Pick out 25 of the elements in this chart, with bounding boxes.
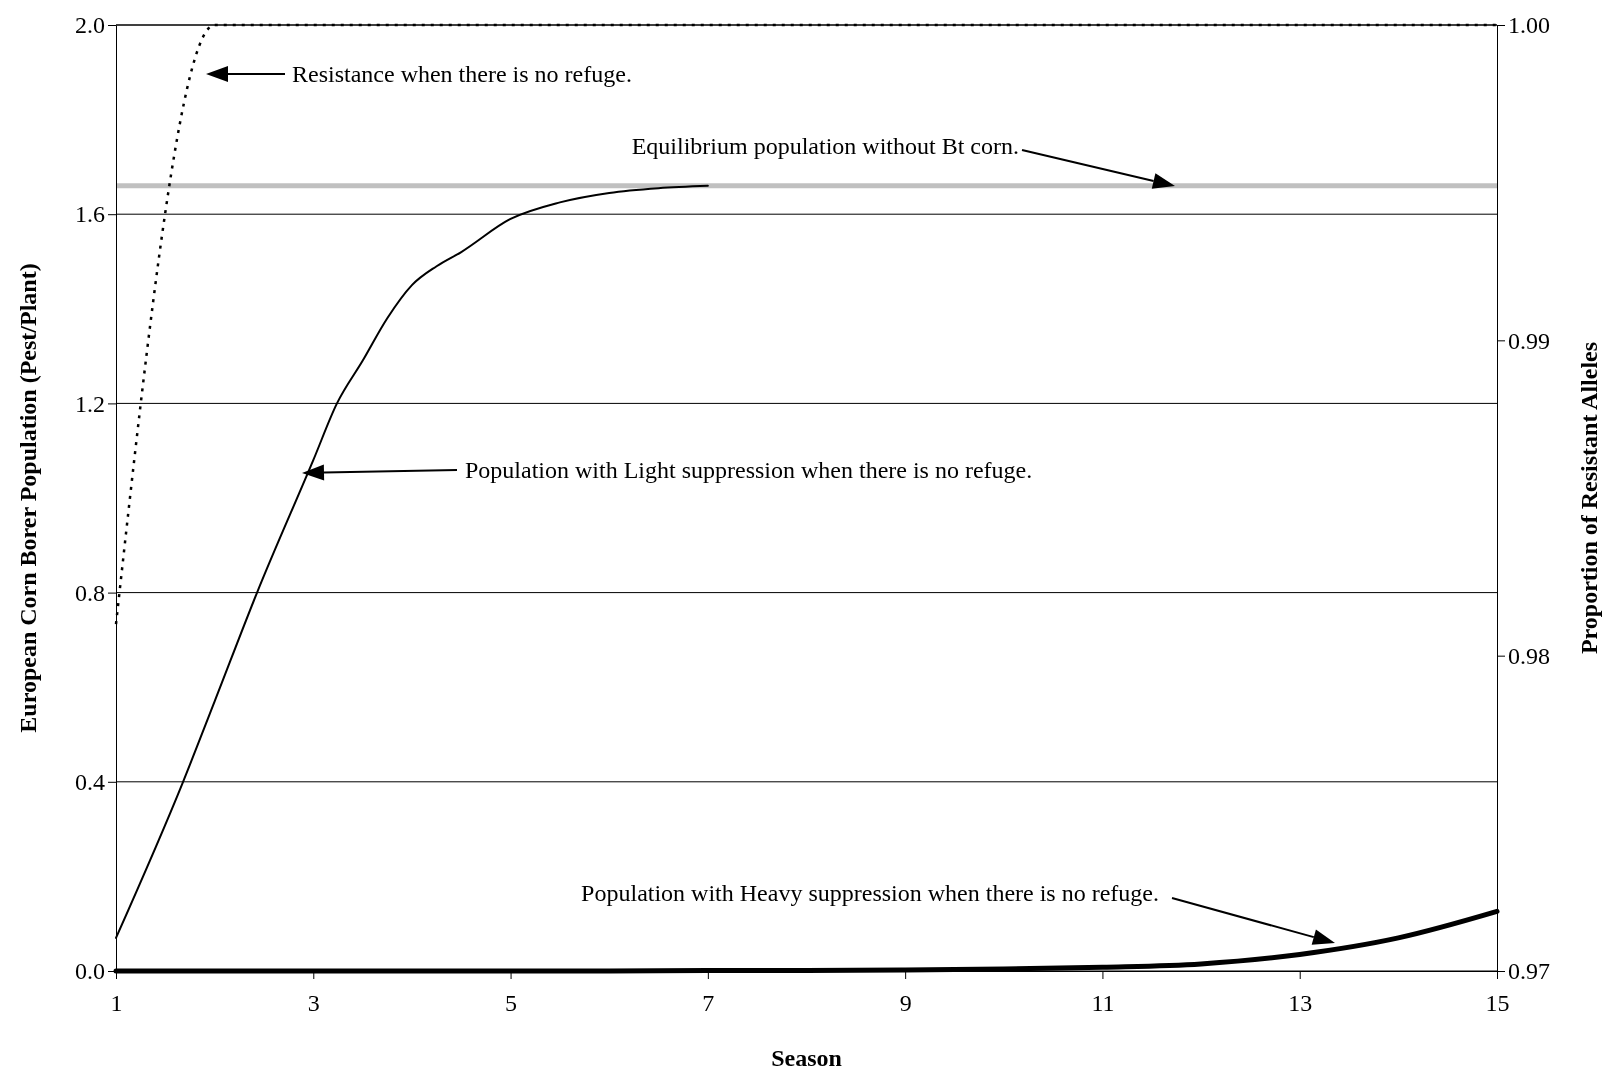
y-tick-label: 0.0 bbox=[75, 958, 105, 985]
x-tick-label: 9 bbox=[899, 989, 912, 1016]
annotation: Population with Light suppression when there is no refuge. bbox=[465, 456, 1033, 483]
y2-tick-label: 0.99 bbox=[1508, 327, 1550, 354]
x-tick-label: 5 bbox=[505, 989, 518, 1016]
x-axis-title: Season bbox=[771, 1045, 842, 1071]
y-tick-label: 2.0 bbox=[75, 12, 105, 39]
y-axis-title: European Corn Borer Population (Pest/Plant) bbox=[15, 263, 41, 733]
x-tick-label: 11 bbox=[1091, 989, 1115, 1016]
y2-tick-label: 0.98 bbox=[1508, 642, 1550, 669]
y2-tick-label: 0.97 bbox=[1508, 958, 1550, 985]
y-tick-label: 0.8 bbox=[75, 579, 105, 606]
annotation: Resistance when there is no refuge. bbox=[292, 60, 632, 87]
y-tick-label: 0.4 bbox=[75, 768, 105, 795]
x-tick-label: 1 bbox=[110, 989, 123, 1016]
x-tick-label: 15 bbox=[1485, 989, 1510, 1016]
y2-tick-label: 1.00 bbox=[1508, 12, 1550, 39]
ref-line-label: Equilibrium population without Bt corn. bbox=[631, 132, 1019, 159]
annotation: Population with Heavy suppression when there is no refuge. bbox=[581, 879, 1159, 906]
y-tick-label: 1.6 bbox=[75, 201, 105, 228]
x-tick-label: 13 bbox=[1288, 989, 1313, 1016]
x-tick-label: 3 bbox=[307, 989, 320, 1016]
y-tick-label: 1.2 bbox=[75, 390, 105, 417]
y2-axis-title: Proportion of Resistant Alleles bbox=[1576, 341, 1602, 655]
x-tick-label: 7 bbox=[702, 989, 715, 1016]
